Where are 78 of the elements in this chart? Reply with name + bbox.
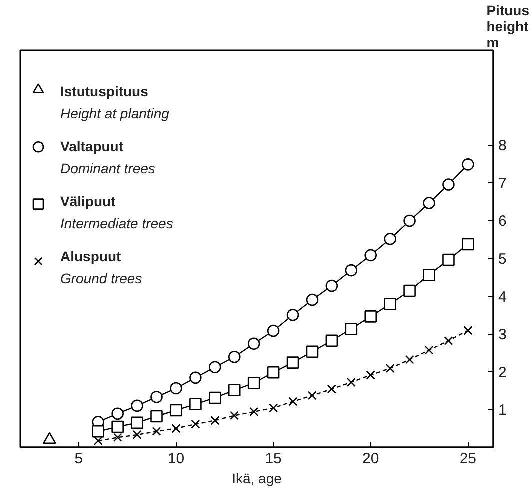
point	[286, 309, 300, 322]
point	[170, 382, 182, 395]
point	[150, 391, 163, 404]
point	[444, 336, 454, 346]
x-tick-label: 25	[460, 450, 477, 468]
point	[248, 377, 260, 390]
point	[308, 391, 318, 400]
point	[326, 280, 338, 292]
point	[405, 355, 414, 364]
point	[384, 233, 396, 246]
point	[306, 294, 319, 306]
x-axis-title: Ikä, age	[232, 470, 282, 486]
y-tick-label: 6	[498, 213, 507, 230]
point	[364, 249, 378, 262]
point	[269, 404, 278, 413]
point	[267, 324, 280, 338]
point	[190, 398, 202, 411]
point	[267, 366, 280, 379]
point	[345, 264, 358, 277]
point	[346, 378, 356, 388]
y-tick-label: 7	[498, 175, 507, 192]
point	[464, 326, 473, 336]
point	[112, 420, 124, 434]
point	[113, 433, 122, 442]
point	[423, 268, 436, 282]
point	[209, 361, 222, 374]
point	[404, 284, 416, 298]
point	[92, 425, 105, 438]
x-tick-label: 15	[265, 450, 282, 468]
y-tick-label: 4	[498, 288, 507, 306]
point	[345, 323, 358, 336]
point	[364, 310, 378, 323]
point	[442, 178, 455, 191]
point	[172, 424, 181, 434]
point	[462, 158, 474, 171]
legend-label: Välipuut Intermediate trees	[60, 194, 174, 232]
y-tick-label: 8	[498, 138, 507, 155]
x-tick-label: 5	[74, 450, 84, 468]
point	[250, 407, 259, 416]
point	[209, 392, 222, 404]
point	[230, 411, 240, 420]
point	[442, 254, 455, 266]
point	[152, 427, 162, 436]
x-tick-label: 10	[168, 450, 185, 468]
point	[306, 346, 319, 358]
point	[210, 416, 220, 426]
point	[94, 436, 103, 446]
point	[326, 334, 338, 348]
point	[327, 384, 336, 394]
point	[190, 372, 202, 384]
point	[191, 420, 200, 429]
y-tick-label: 1	[498, 402, 507, 420]
point	[462, 238, 474, 251]
point	[424, 346, 434, 355]
point	[288, 397, 298, 406]
y-tick-label: 5	[498, 250, 507, 268]
legend-label: Valtapuut Dominant trees	[60, 138, 156, 176]
point	[228, 350, 241, 364]
legend-label: Istutuspituus Height at planting	[60, 84, 170, 122]
point	[248, 338, 260, 350]
x-tick-label: 20	[362, 450, 380, 468]
point	[228, 384, 241, 397]
y-tick-label: 2	[498, 364, 507, 382]
point	[170, 404, 182, 417]
point	[423, 197, 436, 210]
point	[386, 364, 395, 374]
point	[286, 356, 300, 369]
point	[112, 408, 124, 420]
point	[131, 400, 144, 412]
point	[150, 410, 163, 423]
point	[366, 370, 376, 380]
y-tick-label: 3	[498, 326, 507, 344]
point	[131, 416, 144, 430]
y-axis-title: Pituus height m	[486, 2, 530, 50]
point	[384, 298, 396, 310]
point	[132, 430, 142, 440]
point	[404, 214, 416, 228]
legend-label: Aluspuut Ground trees	[60, 248, 142, 286]
